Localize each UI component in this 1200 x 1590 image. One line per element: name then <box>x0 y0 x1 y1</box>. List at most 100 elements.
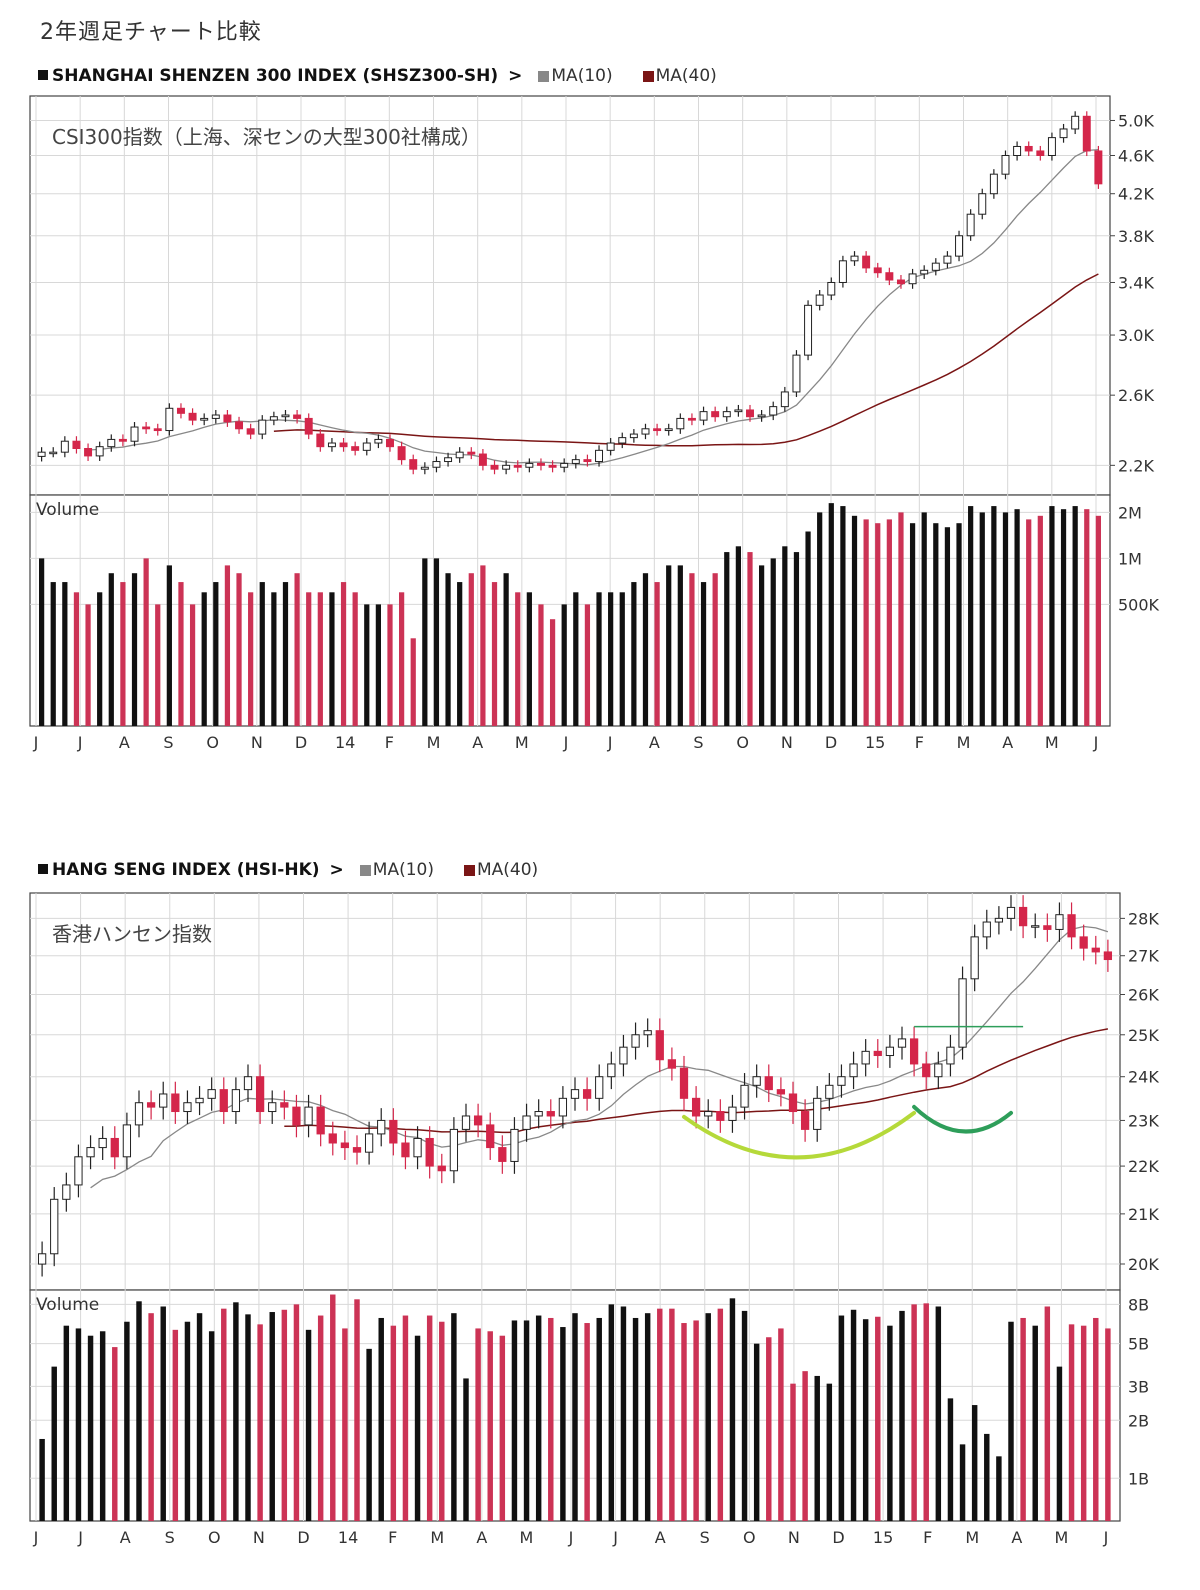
volume-bar <box>491 582 498 726</box>
candle-body <box>920 269 929 275</box>
ma10-label: MA(10) <box>551 66 613 86</box>
volume-bar <box>1084 509 1090 726</box>
candle-body <box>1103 951 1113 961</box>
csi300-more-arrow[interactable]: > <box>508 66 523 86</box>
candle-body <box>351 446 360 451</box>
volume-bar <box>511 1320 518 1521</box>
candle-body <box>1013 145 1022 157</box>
candle-body <box>525 462 534 468</box>
volume-bar <box>814 1375 820 1521</box>
candle-body <box>165 407 174 432</box>
candle-body <box>1018 906 1028 927</box>
x-tick-label: N <box>251 733 263 752</box>
x-tick-label: F <box>385 733 394 752</box>
volume-bar <box>515 592 521 726</box>
volume-bar <box>802 1371 808 1521</box>
x-tick-label: M <box>430 1528 444 1547</box>
square-bullet-icon <box>38 70 48 80</box>
candle-body <box>734 409 743 413</box>
candle-body <box>374 438 383 444</box>
x-tick-label: A <box>119 733 130 752</box>
volume-bar <box>933 523 939 726</box>
volume-bar <box>793 552 800 726</box>
candle-body <box>211 414 220 419</box>
handle-curve <box>912 1104 1013 1134</box>
volume-bar <box>439 1321 445 1521</box>
csi300-legend-ma10: MA(10) <box>538 66 613 86</box>
candle-body <box>970 936 979 980</box>
candle-body <box>522 1115 531 1130</box>
hsi-more-arrow[interactable]: > <box>329 860 344 880</box>
candle-body <box>687 417 696 421</box>
volume-bar <box>245 1314 251 1521</box>
volume-bar <box>979 512 985 726</box>
volume-bar <box>1002 512 1009 726</box>
volume-bar <box>426 1315 433 1521</box>
candle-body <box>711 411 720 418</box>
candle-body <box>740 1084 749 1108</box>
volume-bar <box>410 638 416 726</box>
volume-bar <box>475 1328 481 1521</box>
candle-body <box>397 446 406 461</box>
x-tick-label: O <box>206 733 219 752</box>
candle-body <box>1047 137 1056 157</box>
candle-body <box>235 421 244 430</box>
candle-body <box>570 1089 580 1099</box>
volume-bar <box>39 1438 45 1521</box>
x-tick-label: N <box>788 1528 800 1547</box>
volume-bar <box>572 1313 578 1521</box>
page-title: 2年週足チャート比較 <box>40 20 262 45</box>
volume-bar <box>677 565 683 726</box>
hsi-chart-title[interactable]: HANG SENG INDEX (HSI-HK) <box>52 860 320 880</box>
csi300-chart-header: SHANGHAI SHENZEN 300 INDEX (SHSZ300-SH) >… <box>38 66 747 86</box>
volume-tick-label: 2B <box>1128 1411 1149 1430</box>
volume-bar <box>724 552 730 726</box>
candle-body <box>98 1137 107 1149</box>
volume-bar <box>596 592 602 726</box>
x-tick-label: O <box>743 1528 756 1547</box>
volume-bar <box>735 546 741 726</box>
volume-bar <box>208 1331 215 1521</box>
volume-bar <box>294 573 300 726</box>
candle-body <box>255 1076 265 1113</box>
volume-bar <box>608 592 614 726</box>
volume-bar <box>644 1313 651 1521</box>
candle-body <box>560 462 569 468</box>
x-tick-label: F <box>915 733 924 752</box>
y-tick-label: 3.8K <box>1118 227 1154 246</box>
candle-body <box>1059 128 1068 139</box>
candle-body <box>571 459 580 464</box>
x-tick-label: D <box>832 1528 844 1547</box>
candle-body <box>231 1089 241 1113</box>
volume-bar <box>1020 1317 1026 1521</box>
volume-bar <box>573 592 579 726</box>
volume-bar <box>108 573 114 726</box>
x-tick-label: M <box>427 733 441 752</box>
x-tick-label: D <box>295 733 307 752</box>
x-tick-label: M <box>957 733 971 752</box>
volume-bar <box>120 582 126 726</box>
volume-bar <box>944 527 951 726</box>
volume-bar <box>131 573 138 726</box>
volume-bar <box>770 558 776 726</box>
candle-body <box>1043 925 1052 930</box>
volume-bar <box>729 1298 736 1521</box>
volume-bar <box>828 503 834 726</box>
candle-body <box>558 1097 568 1117</box>
volume-bar <box>236 573 242 726</box>
candle-body <box>352 1147 362 1153</box>
candle-body <box>1006 906 1016 919</box>
x-tick-label: F <box>388 1528 397 1547</box>
candle-body <box>800 1111 810 1130</box>
csi300-chart-title[interactable]: SHANGHAI SHENZEN 300 INDEX (SHSZ300-SH) <box>52 66 499 86</box>
x-tick-label: O <box>736 733 749 752</box>
candle-body <box>850 255 859 262</box>
candle-body <box>188 412 197 421</box>
x-tick-label: A <box>120 1528 131 1547</box>
candle-body <box>316 433 325 448</box>
candle-body <box>37 451 46 457</box>
candle-body <box>246 428 255 435</box>
candle-body <box>643 1030 652 1036</box>
volume-bar <box>669 1308 675 1521</box>
volume-bar <box>1068 1324 1075 1521</box>
